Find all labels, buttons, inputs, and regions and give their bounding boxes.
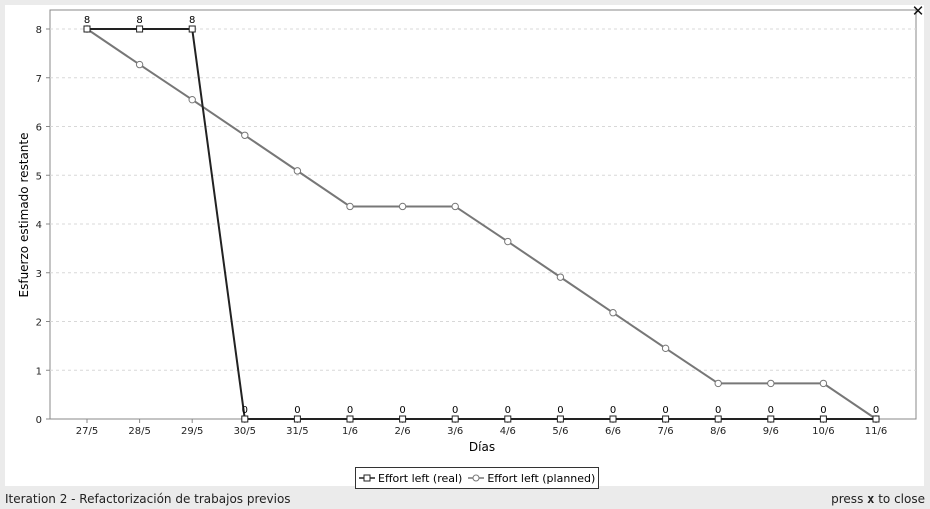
data-point-planned [293,167,302,175]
data-point-real [399,415,407,423]
data-label-real: 0 [715,405,721,416]
data-point-real [451,415,459,423]
x-tick-label: 3/6 [447,426,463,437]
series-line-planned [86,28,877,420]
y-tick-label: 0 [36,415,42,426]
status-bar: Iteration 2 - Refactorización de trabajo… [0,489,930,509]
close-icon[interactable]: ✕ [911,2,925,20]
x-tick-label: 4/6 [500,426,516,437]
data-point-planned [346,202,354,211]
series-line-real [87,28,876,420]
data-point-planned [767,379,775,388]
x-tick-label: 28/5 [128,426,150,437]
legend-label-planned: Effort left (planned) [487,471,596,485]
close-hint-key: x [867,492,875,506]
legend-swatch-circle [468,474,485,482]
x-tick-label: 6/6 [605,426,621,437]
data-label-real: 0 [768,405,774,416]
data-point-planned [135,60,144,69]
data-point-planned [451,202,459,211]
data-point-real [83,25,91,33]
data-point-real [504,415,512,423]
x-tick-label: 27/5 [76,426,98,437]
x-tick-label: 1/6 [342,426,358,437]
data-point-real [767,415,775,423]
legend-item-planned: Effort left (planned) [468,472,595,485]
y-tick-label: 8 [36,25,42,36]
data-label-real: 0 [452,405,458,416]
legend-item-real: Effort left (real) [359,472,462,485]
y-tick-label: 5 [36,171,42,182]
data-point-real [188,25,196,33]
close-hint-prefix: press [831,492,864,506]
burndown-chart: 0 1 2 3 4 5 6 7 8 27/5 28/5 29/5 30/5 31/5 1/6 2/6 3/6 4/… [17,9,917,454]
data-point-real [241,415,249,423]
x-tick-label: 10/6 [812,426,834,437]
axis-layer: 0 1 2 3 4 5 6 7 8 27/5 28/5 29/5 30/5 31/5 1/6 2/6 3/6 4/… [36,25,888,437]
chart-legend: Effort left (real) Effort left (planned) [355,467,600,489]
data-point-real [556,415,564,423]
grid-layer [49,9,917,420]
series-layer: 8 8 8 0 0 0 0 0 0 0 0 0 0 0 0 0 [83,15,880,423]
data-label-real: 8 [189,15,195,26]
data-label-real: 0 [873,405,879,416]
data-point-real [346,415,354,423]
data-point-planned [609,309,617,317]
x-axis-title: Días [469,440,495,454]
plot-frame [49,9,917,420]
y-tick-label: 6 [36,123,42,134]
y-tick-label: 7 [36,74,42,85]
data-point-planned [661,344,670,353]
close-hint: press x to close [831,492,925,506]
data-point-real [136,25,144,33]
y-tick-label: 2 [36,318,42,329]
data-point-planned [398,202,407,211]
data-label-real: 8 [136,15,142,26]
x-tick-label: 11/6 [865,426,887,437]
data-label-real: 0 [347,405,353,416]
data-label-real: 0 [820,405,826,416]
data-point-planned [241,131,249,139]
data-label-real: 0 [557,405,563,416]
x-tick-label: 9/6 [763,426,779,437]
data-point-planned [714,379,722,388]
y-tick-label: 1 [36,366,42,377]
chart-panel: 0 1 2 3 4 5 6 7 8 27/5 28/5 29/5 30/5 31/5 1/6 2/6 3/6 4/… [5,5,924,489]
y-tick-label: 3 [36,269,42,280]
y-axis-title: Esfuerzo estimado restante [17,133,31,298]
data-point-real [662,415,670,423]
data-point-real [609,415,617,423]
data-point-real [293,415,301,423]
data-point-planned [188,95,196,104]
data-label-real: 0 [242,405,248,416]
x-tick-label: 7/6 [658,426,674,437]
x-tick-label: 2/6 [395,426,411,437]
legend-swatch-square [359,474,375,482]
data-point-real [714,415,722,423]
data-point-real [872,415,880,423]
y-tick-label: 4 [36,220,42,231]
close-hint-suffix: to close [878,492,925,506]
data-label-real: 0 [662,405,668,416]
iteration-title: Iteration 2 - Refactorización de trabajo… [5,492,291,506]
data-label-real: 0 [610,405,616,416]
legend-label-real: Effort left (real) [378,471,463,485]
x-tick-label: 31/5 [286,426,308,437]
x-tick-label: 29/5 [181,426,203,437]
data-label-real: 0 [399,405,405,416]
x-tick-label: 5/6 [552,426,568,437]
data-point-real [819,415,827,423]
data-point-planned [504,237,512,246]
data-point-planned [556,273,565,281]
data-label-real: 0 [505,405,511,416]
data-label-real: 0 [294,405,300,416]
x-tick-label: 30/5 [234,426,256,437]
x-tick-label: 8/6 [710,426,726,437]
data-point-planned [819,379,828,388]
data-label-real: 8 [84,15,90,26]
